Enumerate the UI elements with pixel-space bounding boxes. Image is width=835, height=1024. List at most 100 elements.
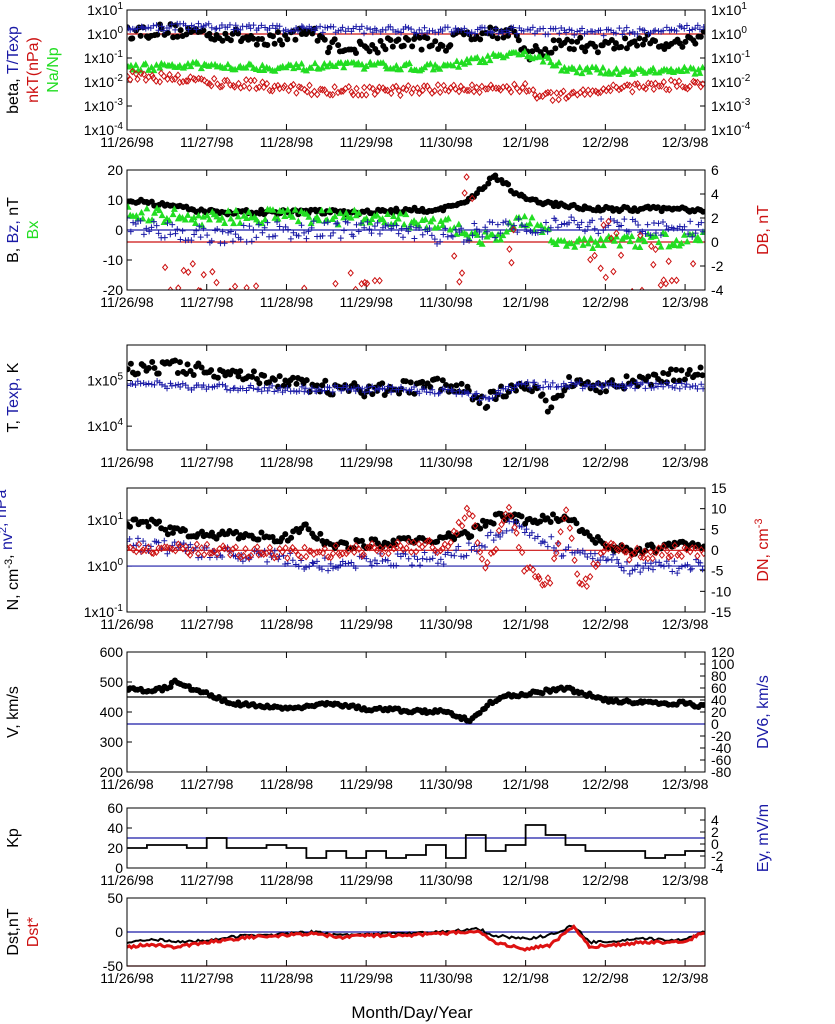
data-point <box>447 42 454 49</box>
data-point <box>412 547 420 556</box>
data-point <box>667 76 675 85</box>
data-point <box>652 380 659 387</box>
y-tick-label: 1x100 <box>87 557 123 574</box>
data-point <box>290 387 297 394</box>
y-axis-title: V, km/s <box>5 686 22 738</box>
data-point <box>264 42 271 49</box>
data-point <box>442 85 449 94</box>
data-point <box>515 216 522 223</box>
data-point <box>610 237 618 244</box>
data-point <box>485 30 492 37</box>
data-point <box>649 554 656 563</box>
data-point <box>390 212 398 219</box>
data-point <box>578 580 586 589</box>
data-point <box>388 389 395 396</box>
data-point <box>439 544 446 553</box>
data-point <box>578 219 585 226</box>
data-point <box>358 23 365 30</box>
data-point <box>264 558 271 565</box>
data-point <box>426 225 433 232</box>
data-point <box>483 233 491 240</box>
data-point <box>183 77 190 85</box>
data-point <box>337 561 344 568</box>
data-point <box>539 690 546 697</box>
data-point <box>313 535 320 542</box>
data-point <box>208 367 215 374</box>
data-point <box>158 23 165 30</box>
data-point <box>629 87 636 96</box>
right-y-tick-label: 4 <box>711 812 719 828</box>
data-point <box>455 63 463 70</box>
data-point <box>334 384 341 391</box>
data-point <box>641 547 648 556</box>
data-point <box>337 58 345 66</box>
panel-dst: -50 0 50 11/26/98 11/27/98 11/28/98 11/29/98 11… <box>5 890 709 986</box>
data-point <box>641 27 648 34</box>
data-point <box>498 383 505 390</box>
x-tick-label: 11/29/98 <box>339 872 393 888</box>
series-line <box>127 824 705 859</box>
data-point <box>395 36 402 43</box>
right-y-tick-label: -2 <box>711 258 724 274</box>
data-point <box>463 173 470 181</box>
data-point <box>301 543 308 552</box>
data-point <box>340 384 347 391</box>
data-point <box>224 60 232 68</box>
data-point <box>344 219 351 226</box>
data-point <box>219 381 226 388</box>
data-point <box>600 547 607 556</box>
data-point <box>284 206 292 213</box>
data-point <box>547 383 554 390</box>
data-point <box>394 28 401 35</box>
data-point <box>245 553 252 562</box>
data-point <box>660 563 667 570</box>
y-axis-title: N, cm-3, nv2, nPa <box>0 489 22 610</box>
data-point <box>553 89 560 97</box>
right-y-tick-label: 20 <box>711 704 727 720</box>
x-tick-label: 11/30/98 <box>419 616 473 632</box>
data-point <box>649 543 656 550</box>
data-point <box>319 382 326 389</box>
data-point <box>678 367 685 374</box>
data-point <box>256 83 263 92</box>
data-point <box>327 560 334 567</box>
data-point <box>195 360 202 367</box>
x-tick-label: 12/2/98 <box>582 134 629 150</box>
data-point <box>600 85 607 93</box>
data-point <box>214 374 221 381</box>
data-point <box>216 83 224 91</box>
data-point <box>636 83 643 92</box>
right-y-tick-label: 100 <box>711 656 735 672</box>
data-point <box>429 215 437 222</box>
y-axis-title-2: Bx <box>25 221 42 240</box>
y-tick-label: 0 <box>115 860 123 876</box>
data-point <box>657 243 665 250</box>
data-point <box>424 35 431 42</box>
data-point <box>376 544 384 552</box>
data-point <box>231 282 239 290</box>
data-point <box>453 382 460 389</box>
data-point <box>239 558 246 565</box>
data-point <box>579 547 586 554</box>
data-point <box>541 580 548 589</box>
data-point <box>400 234 407 241</box>
data-point <box>221 76 228 85</box>
data-point <box>528 388 535 395</box>
data-point <box>281 82 288 90</box>
data-point <box>669 568 676 575</box>
right-y-tick-label: -15 <box>711 604 731 620</box>
data-point <box>197 234 204 241</box>
series-line <box>127 924 705 945</box>
data-point <box>287 546 294 555</box>
data-point <box>579 25 586 32</box>
x-tick-label: 11/28/98 <box>260 454 314 470</box>
data-point <box>351 548 358 557</box>
data-point <box>289 543 296 552</box>
data-point <box>621 82 628 91</box>
data-point <box>456 387 463 394</box>
data-point <box>394 538 401 547</box>
data-point <box>197 64 205 72</box>
data-point <box>271 547 278 554</box>
data-point <box>473 83 480 92</box>
data-point <box>592 29 599 36</box>
